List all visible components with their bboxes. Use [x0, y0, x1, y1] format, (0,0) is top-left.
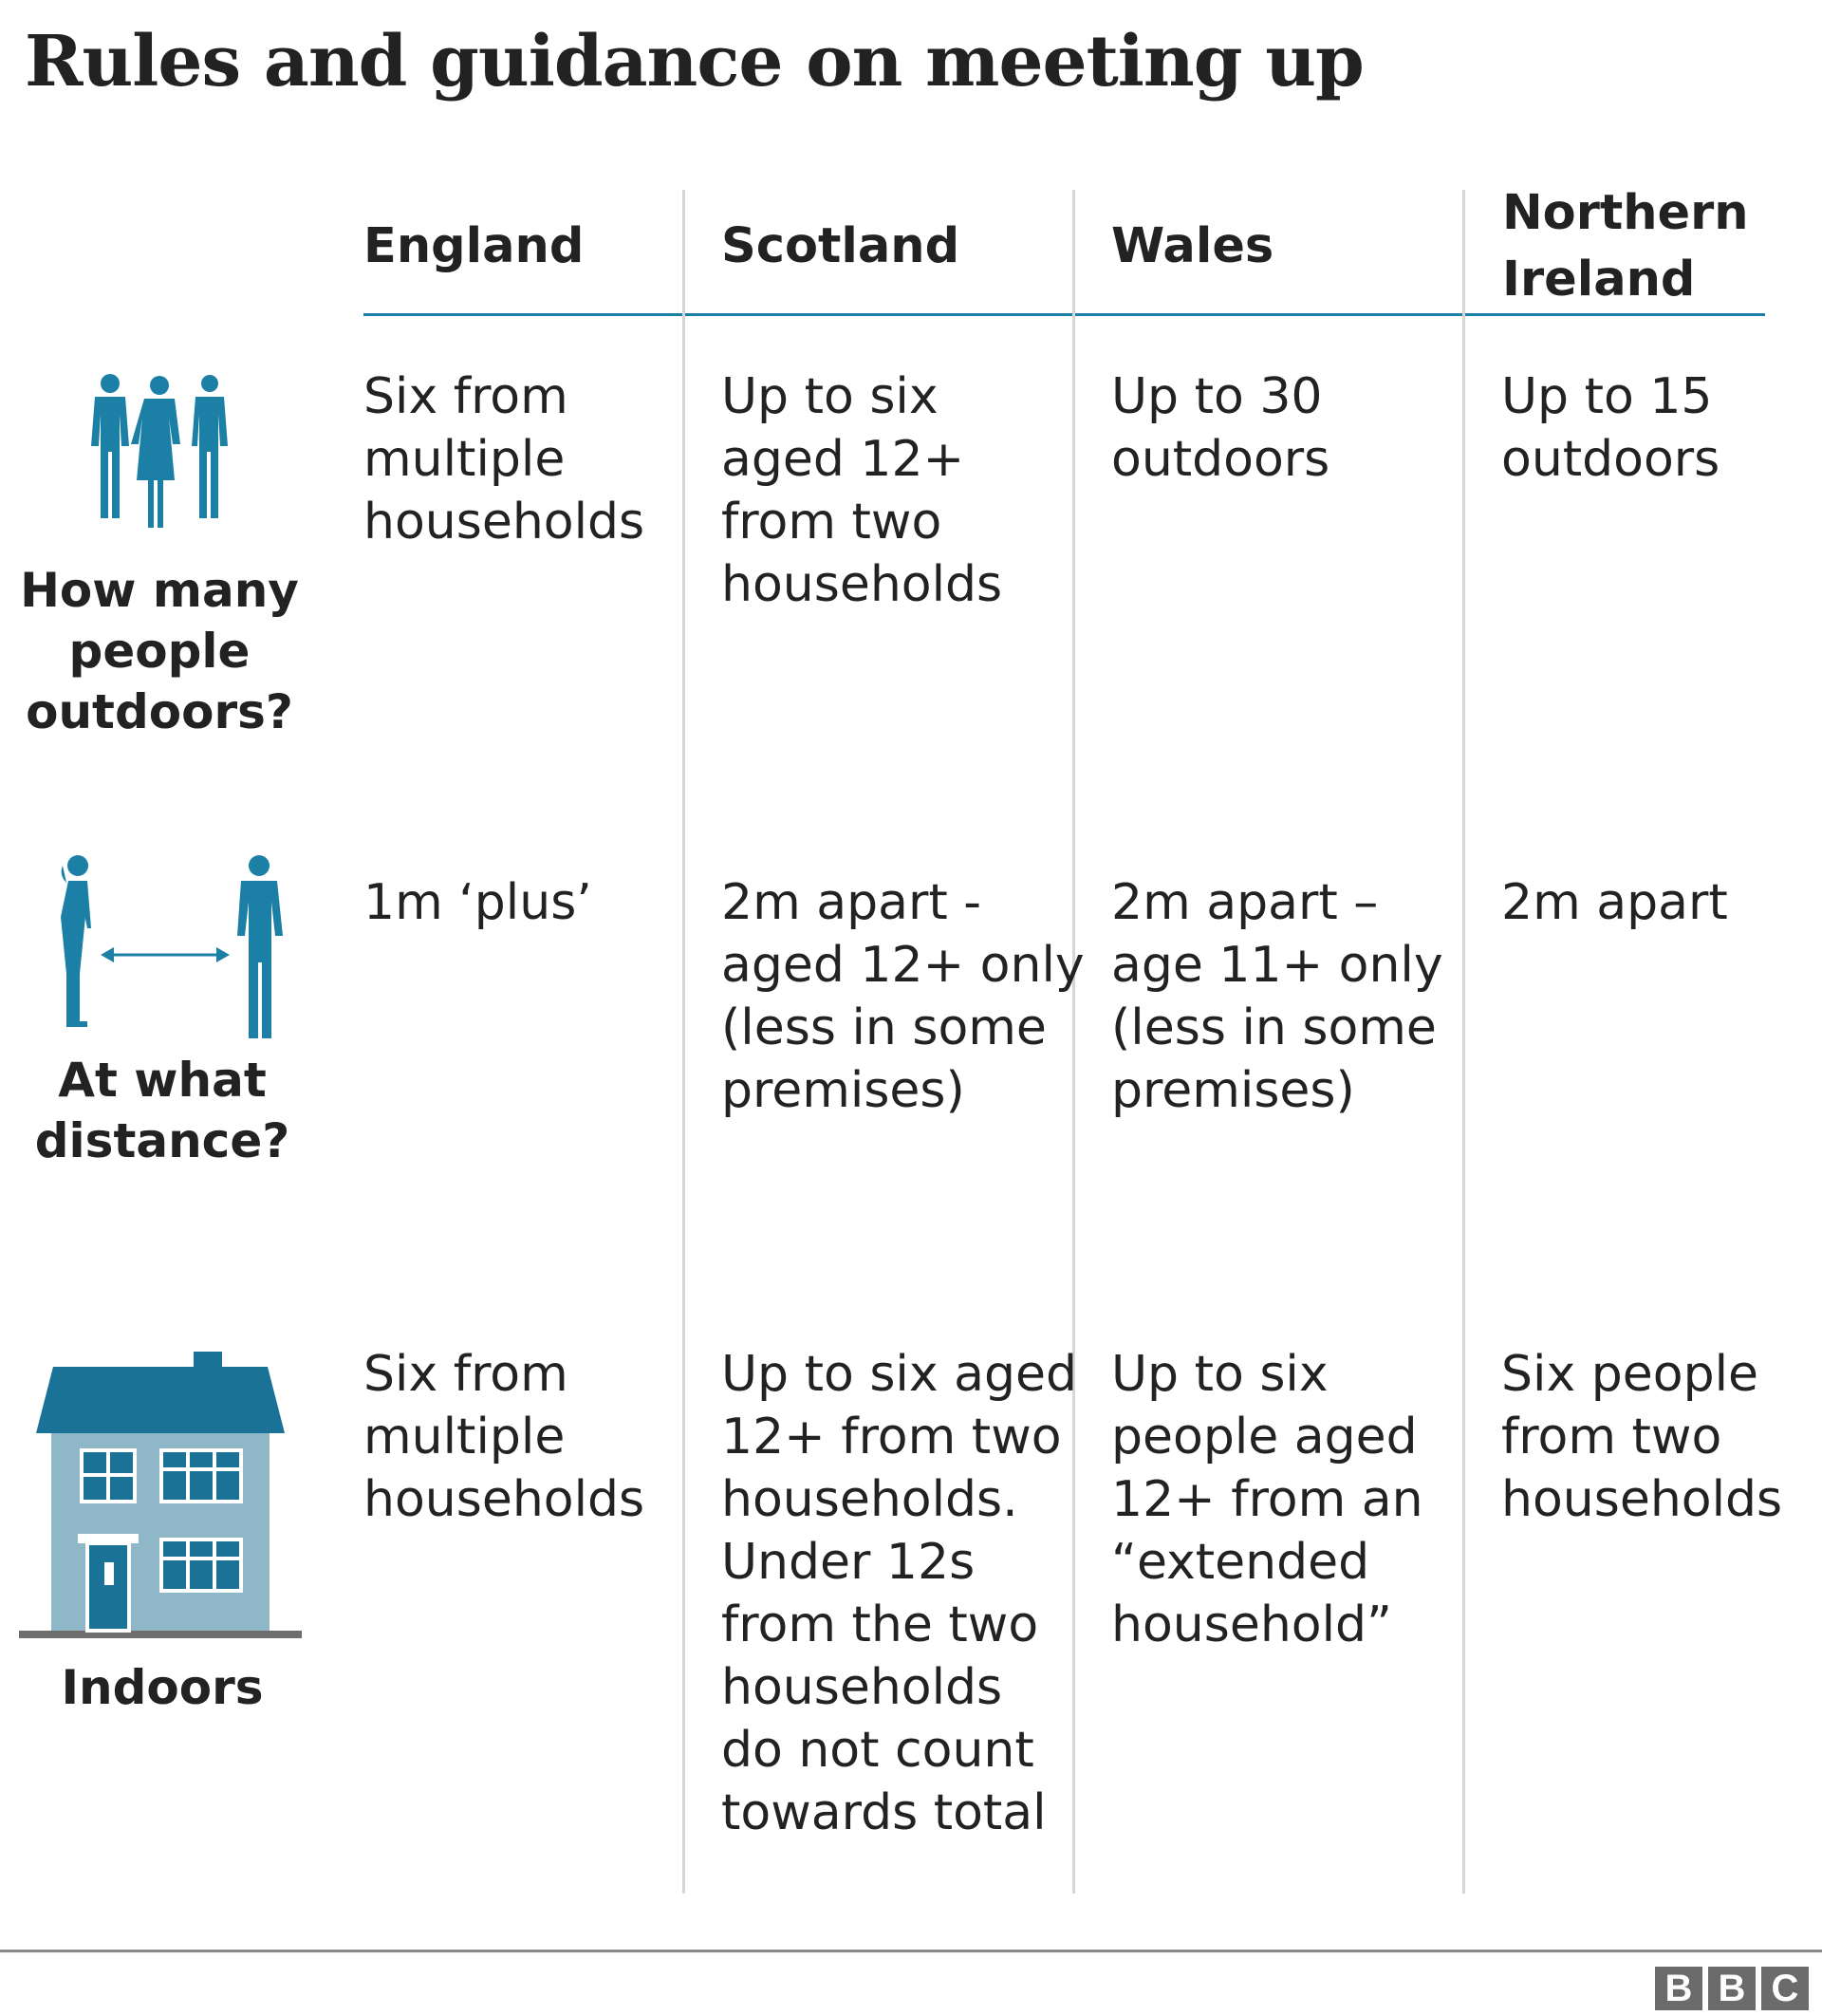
cell-northern-ireland-distance: 2m apart — [1501, 874, 1728, 931]
cell-scotland-indoors: Up to six aged 12+ from two households. … — [721, 1346, 1078, 1841]
row-label-people-outdoors: How many people outdoors? — [20, 563, 299, 739]
column-divider — [1462, 190, 1465, 1894]
cell-wales-outdoors: Up to 30 outdoors — [1111, 368, 1330, 488]
cell-england-outdoors: Six from multiple households — [363, 368, 645, 551]
column-divider — [1072, 190, 1075, 1894]
bbc-logo: B B C — [1655, 1967, 1809, 2010]
bbc-logo-letter: B — [1655, 1967, 1702, 2010]
cell-scotland-outdoors: Up to six aged 12+ from two households — [721, 368, 1003, 613]
row-label-distance: At what distance? — [34, 1053, 290, 1168]
column-divider — [682, 190, 685, 1894]
column-header-northern-ireland: Northern Ireland — [1502, 185, 1749, 308]
cell-wales-distance: 2m apart – age 11+ only (less in some pr… — [1111, 874, 1443, 1119]
bbc-logo-letter: C — [1761, 1967, 1809, 2010]
cell-northern-ireland-indoors: Six people from two households — [1501, 1346, 1783, 1528]
distance-people-icon — [61, 855, 283, 1038]
column-header-scotland: Scotland — [721, 218, 960, 274]
column-header-wales: Wales — [1111, 218, 1274, 274]
three-people-icon — [91, 374, 228, 528]
page-title: Rules and guidance on meeting up — [25, 21, 1365, 103]
cell-england-indoors: Six from multiple households — [363, 1346, 645, 1528]
cell-england-distance: 1m ‘plus’ — [363, 874, 592, 931]
cell-northern-ireland-outdoors: Up to 15 outdoors — [1501, 368, 1720, 488]
cell-scotland-distance: 2m apart - aged 12+ only (less in some p… — [721, 874, 1085, 1119]
header-rule — [363, 313, 1765, 316]
bbc-logo-letter: B — [1708, 1967, 1756, 2010]
cell-wales-indoors: Up to six people aged 12+ from an “exten… — [1111, 1346, 1423, 1653]
footer-rule — [0, 1950, 1822, 1952]
house-icon — [19, 1352, 302, 1638]
column-header-england: England — [363, 218, 585, 274]
row-label-indoors: Indoors — [61, 1660, 264, 1715]
